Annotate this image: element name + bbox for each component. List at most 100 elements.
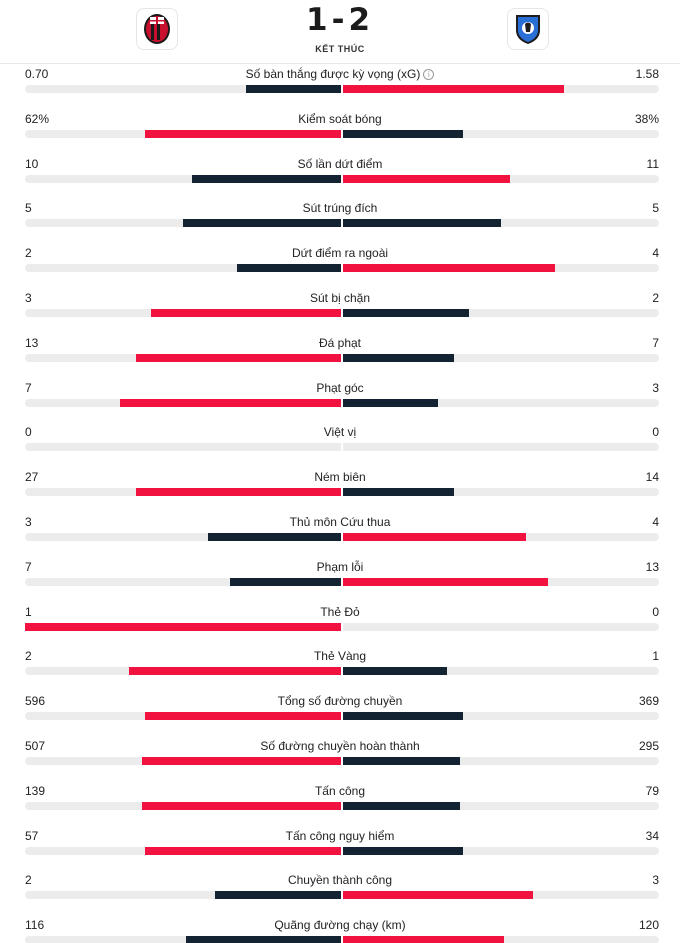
home-stat-value: 139 — [25, 783, 46, 798]
home-stat-track — [25, 622, 341, 631]
away-stat-value: 0 — [652, 425, 659, 440]
home-stat-value: 1 — [25, 604, 32, 619]
home-stat-value: 596 — [25, 694, 46, 709]
stat-label: Tấn công nguy hiểm — [0, 829, 680, 843]
away-stat-bar — [343, 85, 564, 93]
home-stat-value: 0 — [25, 425, 32, 440]
stat-label-text: Kiểm soát bóng — [298, 111, 382, 126]
home-stat-bar — [215, 891, 341, 900]
home-stat-bar — [183, 219, 341, 228]
away-stat-track — [343, 891, 659, 900]
stat-label: Thẻ Vàng — [0, 649, 680, 663]
away-stat-track — [343, 443, 659, 452]
home-stat-track — [25, 353, 341, 362]
away-stat-bar — [343, 577, 548, 586]
stat-label-text: Tấn công — [314, 783, 366, 798]
away-stat-track — [343, 936, 659, 943]
away-stat-track — [343, 622, 659, 631]
away-stat-bar — [343, 174, 510, 183]
home-stat-track — [25, 801, 341, 810]
home-score: 1 — [305, 2, 332, 38]
stat-label: Tấn công — [0, 784, 680, 798]
stat-row: 57 Tấn công nguy hiểm 34 — [0, 826, 680, 871]
home-stat-bar — [145, 846, 341, 855]
atalanta-crest-icon — [516, 15, 540, 44]
stat-label-text: Số bàn thắng được kỳ vọng (xG) — [245, 67, 421, 81]
away-team-logo[interactable] — [507, 8, 549, 50]
stat-label-text: Đá phạt — [318, 335, 362, 350]
away-stat-bar — [343, 532, 526, 541]
home-stat-track — [25, 219, 341, 228]
score-separator: - — [331, 2, 349, 38]
stat-row: 139 Tấn công 79 — [0, 781, 680, 826]
stat-label-text: Chuyền thành công — [287, 873, 393, 888]
home-stat-track — [25, 756, 341, 765]
stat-label-text: Quãng đường chạy (km) — [274, 918, 406, 933]
away-stat-bar — [343, 891, 533, 900]
stat-row: 507 Số đường chuyền hoàn thành 295 — [0, 736, 680, 781]
stat-label: Số bàn thắng được kỳ vọng (xG) i — [0, 67, 680, 81]
home-stat-bar — [246, 85, 341, 93]
away-stat-track — [343, 85, 659, 93]
away-stat-value: 3 — [652, 873, 659, 888]
home-stat-bar — [145, 129, 341, 138]
stat-row: 116 Quãng đường chạy (km) 120 — [0, 915, 680, 943]
stat-label: Chuyền thành công — [0, 873, 680, 887]
stat-label: Kiểm soát bóng — [0, 112, 680, 126]
stat-label-text: Sút bị chặn — [309, 290, 371, 305]
away-stat-track — [343, 174, 659, 183]
home-stat-bar — [230, 577, 341, 586]
stat-row: 0.70 Số bàn thắng được kỳ vọng (xG) i 1.58 — [0, 64, 680, 109]
home-stat-track — [25, 712, 341, 721]
away-score: 2 — [348, 2, 375, 38]
stat-label: Dứt điểm ra ngoài — [0, 246, 680, 260]
stat-label-text: Sút trúng đích — [302, 201, 378, 216]
away-stat-track — [343, 308, 659, 317]
home-stat-track — [25, 129, 341, 138]
home-team-logo[interactable] — [136, 8, 178, 50]
away-stat-value: 4 — [652, 246, 659, 261]
home-stat-value: 2 — [25, 873, 32, 888]
away-stat-track — [343, 846, 659, 855]
stat-row: 7 Phạm lỗi 13 — [0, 557, 680, 602]
info-icon[interactable]: i — [423, 69, 435, 80]
away-stat-value: 0 — [652, 604, 659, 619]
stat-row: 3 Thủ môn Cứu thua 4 — [0, 512, 680, 557]
away-stat-value: 369 — [638, 694, 659, 709]
home-stat-track — [25, 174, 341, 183]
stat-label-text: Số lần dứt điểm — [297, 156, 383, 171]
away-stat-track — [343, 801, 659, 810]
stat-label: Phạm lỗi — [0, 560, 680, 574]
home-stat-value: 10 — [25, 156, 39, 171]
stat-label: Sút trúng đích — [0, 201, 680, 215]
home-stat-value: 3 — [25, 290, 32, 305]
stat-label: Thẻ Đỏ — [0, 605, 680, 619]
away-stat-bar — [343, 756, 460, 765]
stat-label: Đá phạt — [0, 336, 680, 350]
home-stat-bar — [120, 398, 341, 407]
home-stat-bar — [142, 801, 341, 810]
away-stat-value: 1 — [652, 649, 659, 664]
away-stat-value: 7 — [652, 335, 659, 350]
home-stat-value: 3 — [25, 514, 32, 529]
away-stat-track — [343, 667, 659, 676]
home-stat-bar — [129, 667, 341, 676]
home-stat-value: 7 — [25, 559, 32, 574]
away-stat-track — [343, 264, 659, 273]
away-stat-value: 4 — [652, 514, 659, 529]
away-stat-bar — [343, 308, 469, 317]
stat-label-text: Tấn công nguy hiểm — [285, 828, 395, 843]
stat-row: 3 Sút bị chặn 2 — [0, 288, 680, 333]
stat-label: Phạt góc — [0, 381, 680, 395]
home-stat-bar — [237, 264, 341, 273]
away-stat-track — [343, 398, 659, 407]
stat-label-text: Tổng số đường chuyền — [277, 694, 403, 709]
home-stat-track — [25, 936, 341, 943]
stat-label: Quãng đường chạy (km) — [0, 918, 680, 932]
home-stat-value: 2 — [25, 649, 32, 664]
away-stat-bar — [343, 219, 501, 228]
home-stat-bar — [208, 532, 341, 541]
home-stat-track — [25, 308, 341, 317]
home-stat-track — [25, 443, 341, 452]
stat-row: 27 Ném biên 14 — [0, 467, 680, 512]
